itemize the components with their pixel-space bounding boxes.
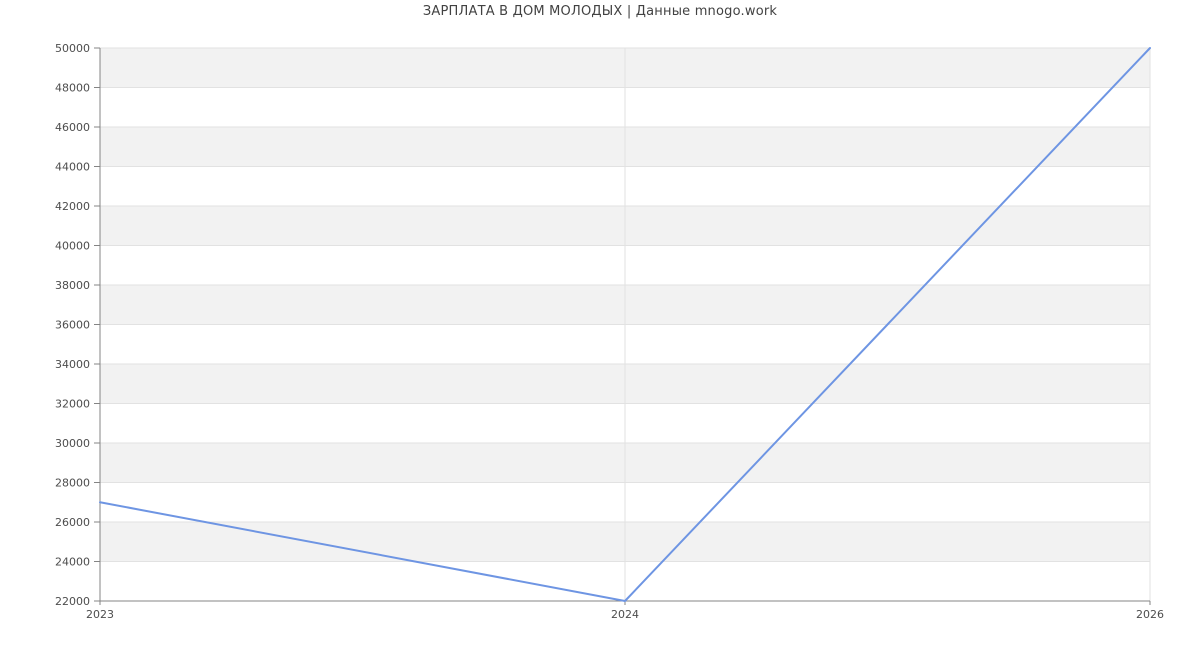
x-tick-label: 2024 [611,608,639,621]
y-tick-label: 36000 [55,319,90,332]
series [99,47,1151,602]
vertical-gridlines [624,48,1151,601]
y-tick-label: 30000 [55,437,90,450]
y-tick-label: 26000 [55,516,90,529]
y-tick-label: 32000 [55,398,90,411]
y-tick-label: 22000 [55,595,90,608]
y-tick-label: 50000 [55,42,90,55]
y-tick-label: 44000 [55,161,90,174]
x-axis-labels: 2023 2024 2026 [86,608,1164,621]
y-tick-label: 24000 [55,556,90,569]
x-tick-label: 2023 [86,608,114,621]
y-tick-label: 42000 [55,200,90,213]
y-tick-label: 48000 [55,82,90,95]
y-tick-label: 46000 [55,121,90,134]
y-tick-label: 28000 [55,477,90,490]
salary-line [99,47,1151,602]
y-tick-label: 40000 [55,240,90,253]
y-axis-labels: 22000 24000 26000 28000 30000 32000 34000 36000… [55,42,90,608]
chart-title: ЗАРПЛАТА В ДОМ МОЛОДЫХ | Данные mnogo.wo… [422,4,778,19]
y-tick-label: 34000 [55,358,90,371]
y-tick-label: 38000 [55,279,90,292]
x-tick-label: 2026 [1136,608,1164,621]
